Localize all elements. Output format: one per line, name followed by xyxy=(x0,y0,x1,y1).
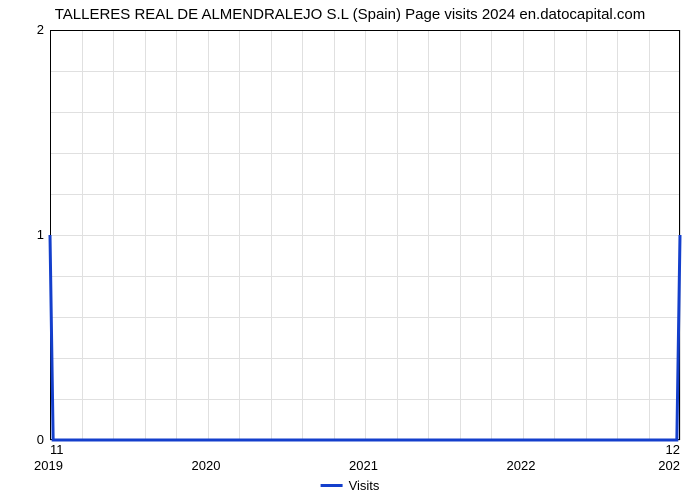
chart-container: TALLERES REAL DE ALMENDRALEJO S.L (Spain… xyxy=(0,0,700,500)
series-line xyxy=(50,235,680,440)
series-svg xyxy=(0,0,700,500)
